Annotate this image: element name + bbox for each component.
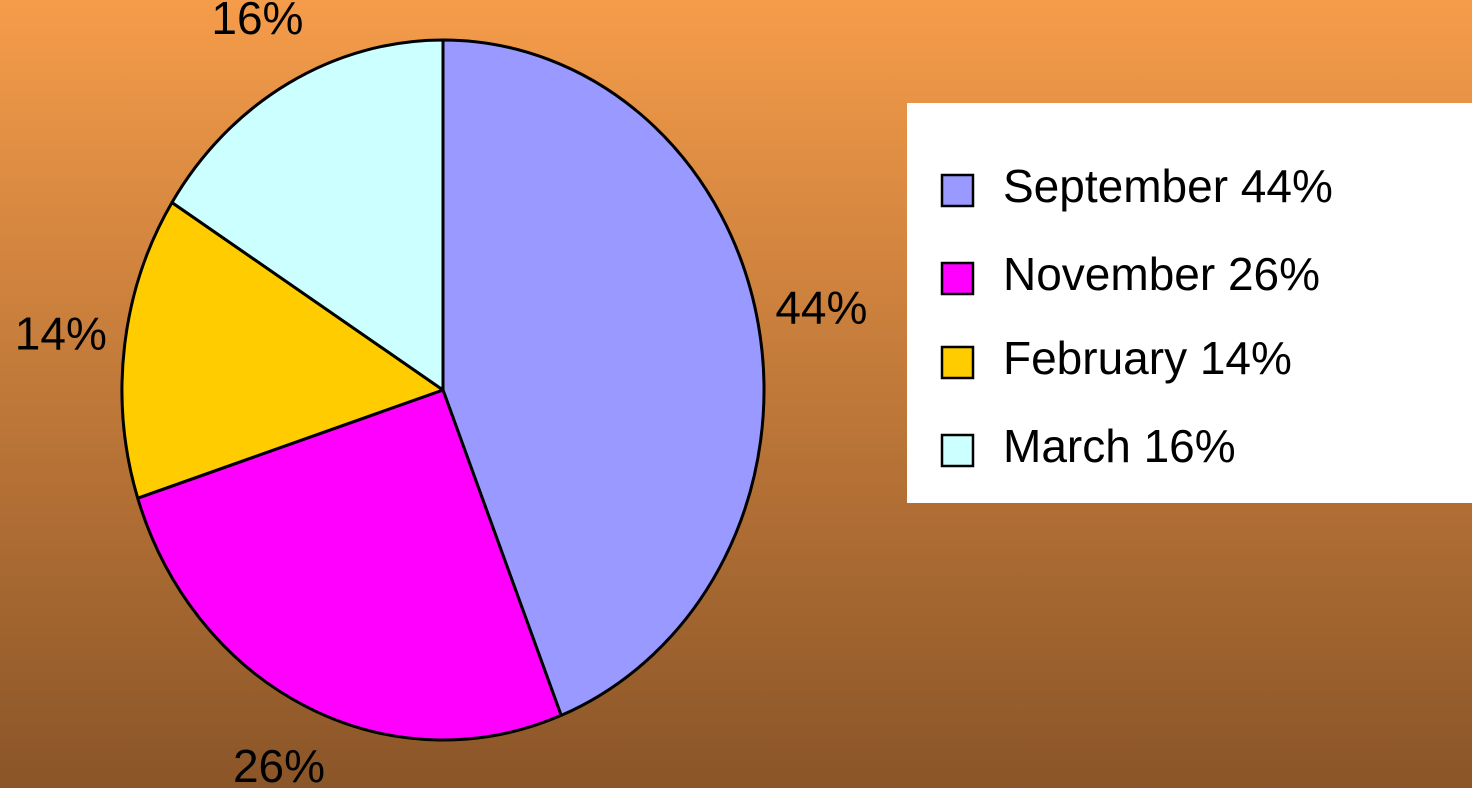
legend-swatch	[940, 261, 975, 296]
legend-label: March 16%	[1003, 420, 1236, 472]
data-label: 26%	[233, 740, 325, 788]
legend-label: February 14%	[1003, 332, 1292, 384]
pie-slice	[136, 388, 563, 742]
pie-slice	[170, 38, 445, 392]
data-label: 44%	[775, 281, 867, 333]
pie-slice	[120, 200, 445, 500]
legend-swatch	[940, 173, 975, 208]
legend-label: November 26%	[1003, 248, 1320, 300]
data-label: 16%	[211, 0, 303, 44]
pie-slice	[441, 38, 766, 717]
legend-label: September 44%	[1003, 160, 1333, 212]
data-label: 14%	[15, 308, 107, 360]
legend-swatch	[940, 433, 975, 468]
legend-swatch	[940, 345, 975, 380]
legend-box	[907, 103, 1472, 503]
